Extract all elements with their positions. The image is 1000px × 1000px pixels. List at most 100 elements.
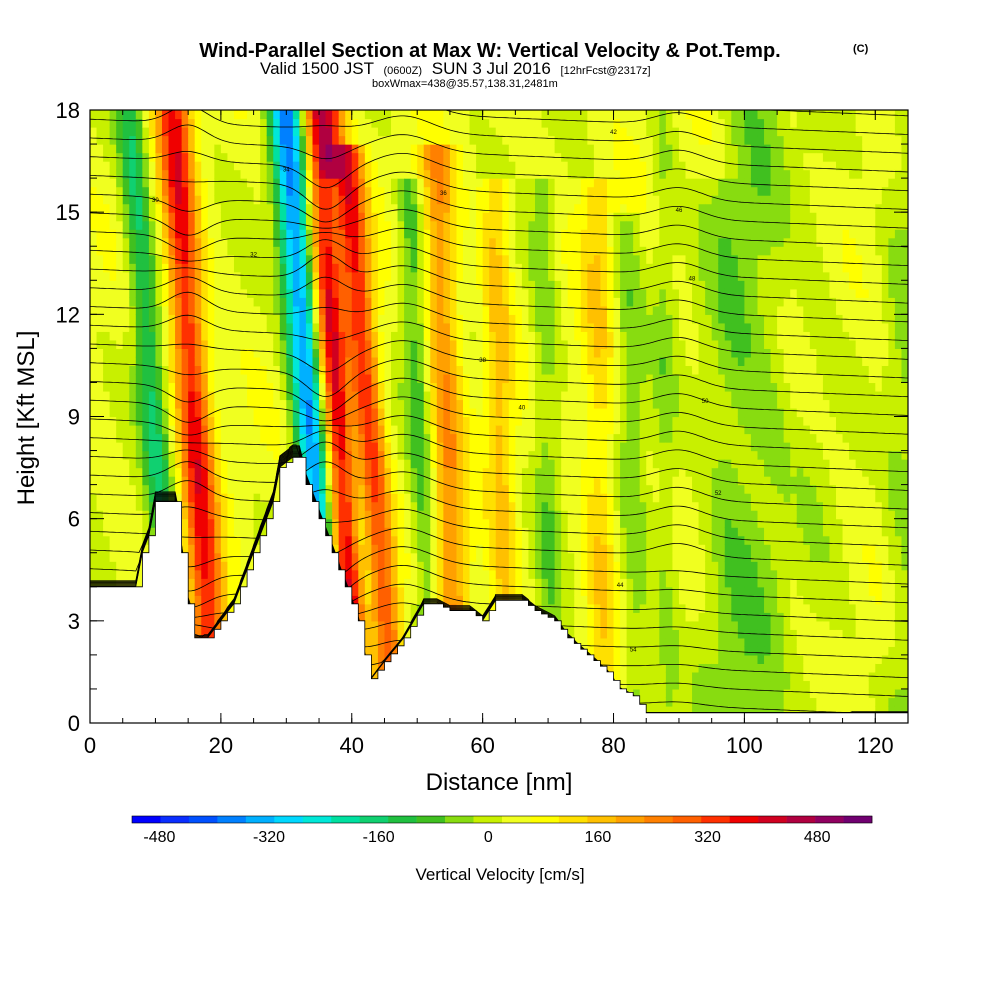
heatmap-cell [404, 161, 412, 171]
heatmap-cell [417, 178, 425, 188]
heatmap-cell [384, 331, 392, 341]
heatmap-cell [233, 416, 242, 426]
heatmap-cell [201, 280, 209, 290]
heatmap-cell [358, 586, 366, 596]
heatmap-cell [188, 271, 196, 281]
heatmap-cell [142, 356, 150, 367]
heatmap-cell [253, 331, 261, 341]
heatmap-cell [489, 263, 497, 273]
heatmap-cell [90, 518, 98, 528]
heatmap-cell [207, 331, 215, 341]
heatmap-cell [397, 484, 405, 494]
heatmap-cell [345, 459, 353, 469]
heatmap-cell [214, 212, 222, 222]
heatmap-cell [345, 263, 353, 273]
heatmap-cell [476, 348, 484, 358]
heatmap-cell [325, 399, 333, 409]
heatmap-cell [109, 161, 117, 171]
heatmap-cell [129, 297, 137, 307]
heatmap-cell [201, 603, 209, 613]
heatmap-cell [279, 118, 287, 128]
heatmap-cell [377, 161, 386, 171]
heatmap-cell [534, 246, 543, 256]
heatmap-cell [469, 399, 477, 409]
heatmap-cell [161, 135, 170, 145]
heatmap-cell [90, 314, 98, 324]
heatmap-cell [129, 220, 137, 230]
heatmap-cell [188, 433, 196, 443]
heatmap-cell [528, 212, 536, 222]
heatmap-cell [528, 407, 536, 418]
heatmap-cell [456, 246, 464, 256]
heatmap-cell [515, 305, 523, 315]
heatmap-cell [188, 203, 196, 213]
heatmap-cell [286, 254, 294, 264]
heatmap-cell [181, 178, 189, 188]
heatmap-cell [319, 399, 327, 409]
heatmap-cell [515, 339, 523, 349]
heatmap-cell [528, 442, 536, 452]
heatmap-cell [495, 110, 503, 120]
heatmap-cell [332, 459, 340, 469]
heatmap-cell [148, 399, 157, 409]
heatmap-cell [260, 135, 268, 145]
heatmap-cell [364, 271, 372, 281]
heatmap-cell [534, 152, 543, 162]
heatmap-cell [90, 373, 98, 384]
heatmap-cell [181, 433, 189, 443]
heatmap-cell [168, 399, 176, 409]
heatmap-cell [508, 561, 516, 571]
heatmap-cell [260, 161, 268, 171]
heatmap-cell [214, 110, 222, 120]
heatmap-cell [338, 518, 346, 528]
heatmap-cell [502, 322, 510, 332]
heatmap-cell [463, 135, 471, 145]
heatmap-cell [397, 450, 405, 460]
heatmap-cell [116, 569, 124, 579]
heatmap-cell [476, 544, 484, 554]
heatmap-cell [148, 425, 157, 435]
heatmap-cell [273, 110, 281, 120]
heatmap-cell [469, 169, 477, 179]
heatmap-cell [273, 135, 281, 145]
heatmap-cell [463, 356, 471, 367]
heatmap-cell [247, 339, 255, 349]
heatmap-cell [292, 220, 300, 230]
heatmap-cell [305, 476, 314, 486]
heatmap-cell [233, 425, 242, 435]
heatmap-cell [345, 288, 353, 298]
heatmap-cell [482, 339, 490, 349]
heatmap-cell [247, 195, 255, 205]
heatmap-cell [410, 518, 418, 528]
heatmap-cell [155, 322, 163, 332]
heatmap-cell [175, 118, 183, 128]
heatmap-cell [463, 365, 471, 375]
heatmap-cell [175, 195, 183, 205]
heatmap-cell [312, 212, 320, 222]
heatmap-cell [332, 493, 340, 503]
heatmap-cell [345, 510, 353, 520]
heatmap-cell [463, 407, 471, 418]
heatmap-cell [404, 544, 412, 554]
heatmap-cell [489, 118, 497, 128]
heatmap-cell [469, 578, 477, 588]
heatmap-cell [476, 212, 484, 222]
heatmap-cell [240, 161, 248, 171]
heatmap-cell [456, 399, 464, 409]
heatmap-cell [430, 373, 438, 384]
heatmap-cell [279, 169, 287, 179]
heatmap-cell [456, 212, 464, 222]
heatmap-cell [116, 203, 124, 213]
heatmap-cell [443, 510, 451, 520]
heatmap-cell [423, 399, 431, 409]
heatmap-cell [364, 322, 372, 332]
heatmap-cell [305, 382, 314, 392]
heatmap-cell [377, 518, 386, 528]
heatmap-cell [220, 382, 229, 392]
heatmap-cell [345, 578, 353, 588]
heatmap-cell [404, 484, 412, 494]
heatmap-cell [279, 382, 287, 392]
heatmap-cell [109, 407, 117, 418]
heatmap-cell [528, 535, 536, 545]
heatmap-cell [247, 527, 255, 537]
